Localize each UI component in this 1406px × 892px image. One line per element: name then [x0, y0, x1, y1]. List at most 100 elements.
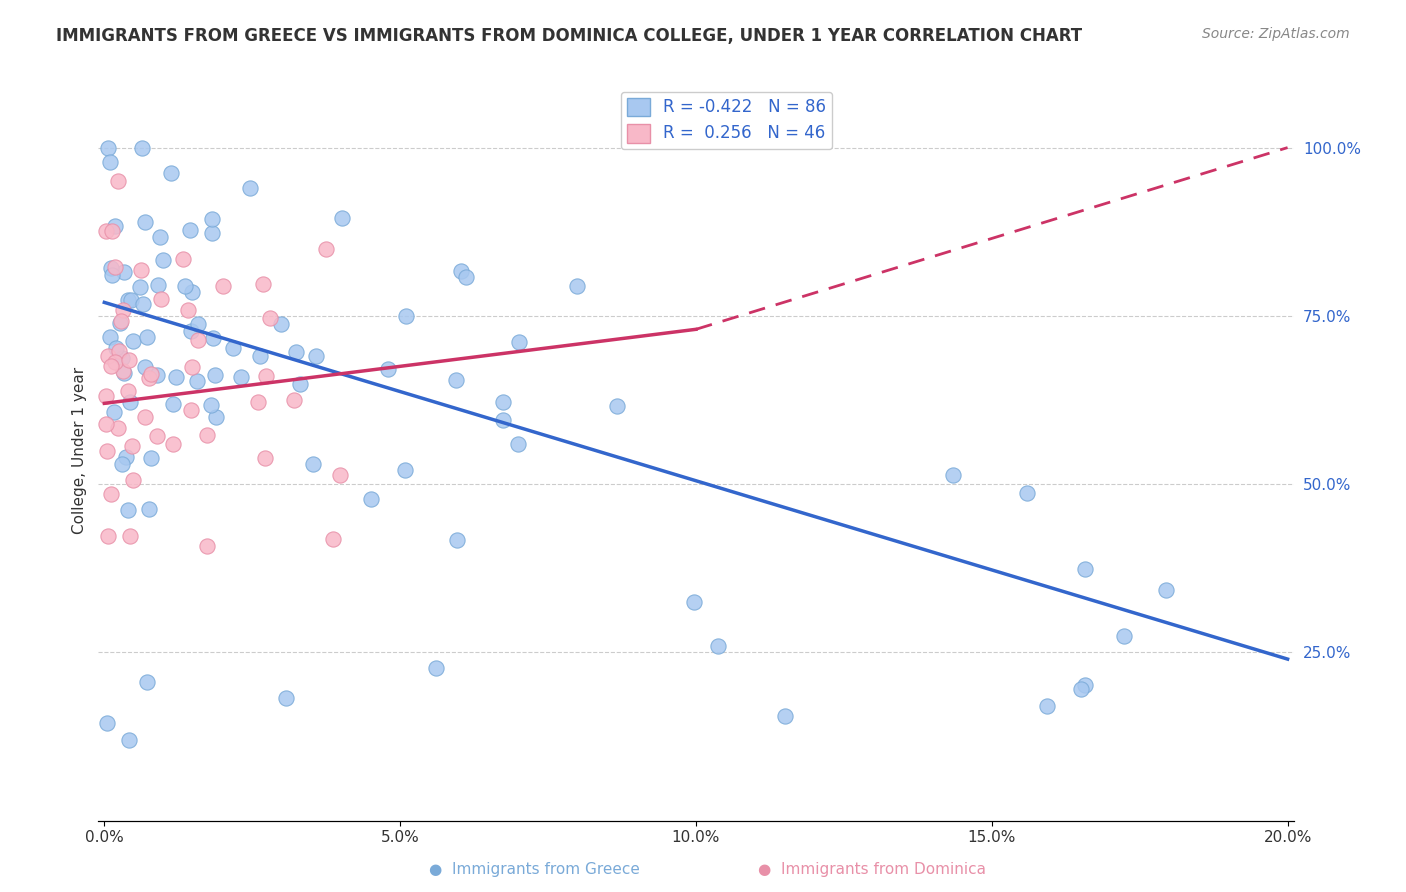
Point — [139, 450, 162, 465]
Point — [96, 716, 118, 731]
Point — [682, 594, 704, 608]
Point — [128, 280, 150, 294]
Point — [136, 674, 159, 689]
Point — [1070, 682, 1092, 697]
Point — [205, 410, 228, 425]
Point — [136, 330, 159, 344]
Point — [329, 467, 352, 482]
Point — [1154, 583, 1177, 598]
Point — [254, 368, 277, 383]
Point — [146, 428, 169, 442]
Point — [360, 492, 382, 507]
Point — [117, 384, 139, 398]
Point — [134, 409, 156, 424]
Point — [394, 463, 416, 477]
Point — [131, 140, 153, 154]
Point — [100, 260, 122, 275]
Point — [276, 690, 298, 705]
Point — [103, 355, 125, 369]
Point — [134, 359, 156, 374]
Point — [180, 403, 202, 417]
Point — [172, 252, 194, 266]
Point — [138, 371, 160, 385]
Point — [97, 529, 120, 543]
Point — [450, 264, 472, 278]
Point — [508, 334, 530, 349]
Point — [181, 285, 204, 300]
Point — [121, 439, 143, 453]
Point — [1017, 486, 1039, 500]
Point — [773, 709, 796, 723]
Point — [201, 226, 224, 240]
Point — [117, 732, 139, 747]
Point — [105, 342, 128, 356]
Point — [148, 278, 170, 293]
Point — [112, 364, 135, 378]
Point — [283, 393, 305, 408]
Point — [285, 345, 308, 359]
Point — [195, 540, 218, 554]
Point — [222, 341, 245, 355]
Point — [96, 389, 118, 403]
Point — [200, 398, 222, 412]
Point — [229, 370, 252, 384]
Point — [98, 155, 121, 169]
Point — [117, 293, 139, 307]
Point — [249, 349, 271, 363]
Text: IMMIGRANTS FROM GREECE VS IMMIGRANTS FROM DOMINICA COLLEGE, UNDER 1 YEAR CORRELA: IMMIGRANTS FROM GREECE VS IMMIGRANTS FRO… — [56, 27, 1083, 45]
Point — [139, 368, 162, 382]
Point — [103, 405, 125, 419]
Point — [315, 242, 337, 256]
Point — [176, 302, 198, 317]
Point — [253, 450, 276, 465]
Point — [111, 351, 134, 366]
Point — [212, 279, 235, 293]
Point — [186, 333, 208, 347]
Point — [120, 293, 142, 308]
Point — [330, 211, 353, 225]
Point — [259, 310, 281, 325]
Point — [100, 359, 122, 373]
Point — [179, 223, 201, 237]
Point — [446, 533, 468, 547]
Point — [187, 317, 209, 331]
Point — [942, 467, 965, 482]
Text: Source: ZipAtlas.com: Source: ZipAtlas.com — [1202, 27, 1350, 41]
Point — [107, 174, 129, 188]
Point — [160, 166, 183, 180]
Point — [186, 374, 208, 388]
Point — [112, 367, 135, 381]
Point — [120, 529, 142, 543]
Point — [1112, 630, 1135, 644]
Point — [145, 368, 167, 382]
Point — [707, 640, 730, 654]
Point — [165, 370, 187, 384]
Y-axis label: College, Under 1 year: College, Under 1 year — [72, 367, 87, 534]
Point — [108, 316, 131, 330]
Point — [377, 361, 399, 376]
Point — [425, 660, 447, 674]
Point — [239, 180, 262, 194]
Point — [94, 223, 117, 237]
Point — [1036, 698, 1059, 713]
Point — [138, 502, 160, 516]
Point — [322, 533, 344, 547]
Point — [201, 211, 224, 226]
Point — [104, 219, 127, 233]
Point — [100, 487, 122, 501]
Point — [103, 260, 125, 275]
Point — [108, 343, 131, 358]
Point — [97, 140, 120, 154]
Point — [305, 349, 328, 363]
Point — [152, 253, 174, 268]
Point — [117, 503, 139, 517]
Point — [180, 359, 202, 374]
Point — [270, 317, 292, 331]
Point — [180, 324, 202, 338]
Point — [150, 292, 173, 306]
Point — [174, 278, 197, 293]
Point — [162, 397, 184, 411]
Point — [98, 330, 121, 344]
Point — [112, 265, 135, 279]
Point — [1073, 562, 1095, 576]
